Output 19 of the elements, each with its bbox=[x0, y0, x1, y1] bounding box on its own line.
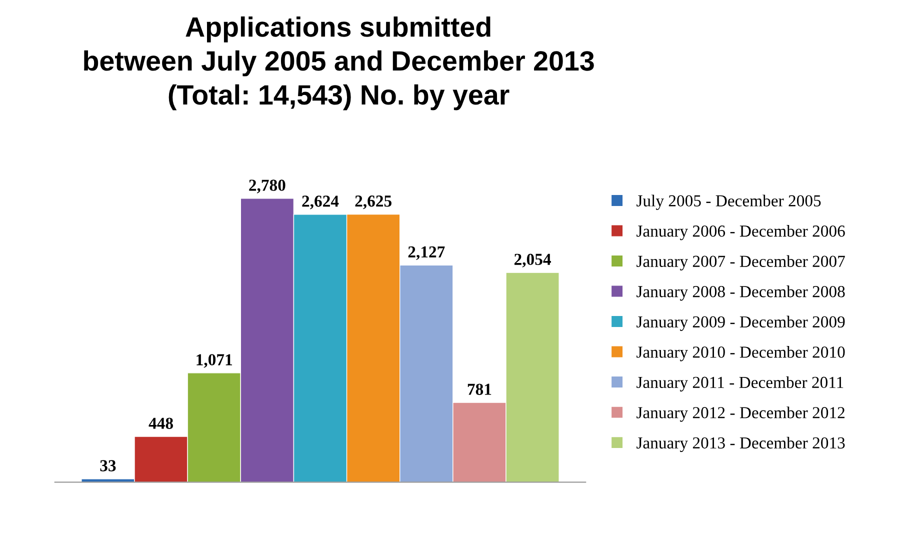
data-label: 1,071 bbox=[196, 354, 232, 368]
legend-label: January 2006 - December 2006 bbox=[636, 225, 845, 240]
legend-label: January 2009 - December 2009 bbox=[636, 316, 845, 331]
data-label: 448 bbox=[148, 418, 173, 429]
data-label: 2,625 bbox=[355, 196, 392, 210]
chart-title: Applications submitted between July 2005 and December 2013 (Total: 14,543) No. by year bbox=[84, 16, 594, 110]
legend-label: January 2013 - December 2013 bbox=[636, 436, 845, 452]
legend-label: January 2011 - December 2011 bbox=[636, 376, 844, 392]
data-label: 781 bbox=[468, 384, 492, 395]
data-label: 2,780 bbox=[249, 180, 286, 194]
legend-label: January 2007 - December 2007 bbox=[636, 255, 845, 270]
legend-label: January 2008 - December 2008 bbox=[636, 286, 845, 301]
data-label: 2,127 bbox=[408, 246, 445, 260]
legend-label: July 2005 - December 2005 bbox=[636, 194, 821, 210]
data-label: 2,624 bbox=[302, 196, 339, 210]
data-label: 2,054 bbox=[514, 254, 551, 268]
legend-label: January 2012 - December 2012 bbox=[636, 406, 844, 422]
data-label: 33 bbox=[100, 460, 116, 472]
legend-label: January 2010 - December 2010 bbox=[636, 346, 845, 362]
